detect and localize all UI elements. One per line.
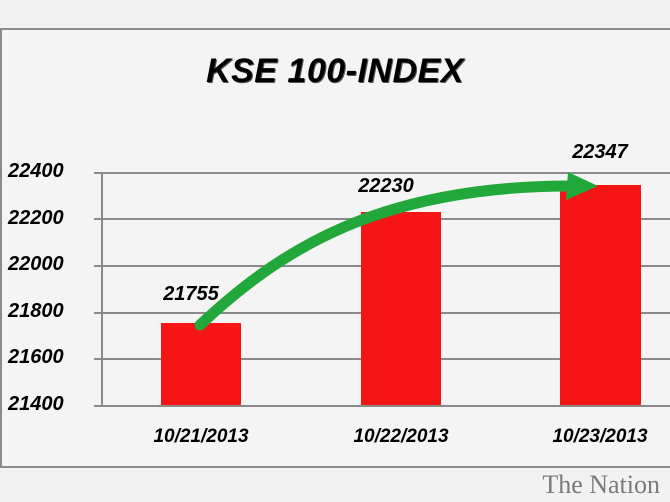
bar-10-23-2013 [560,185,641,405]
y-tick: 22000 [8,253,64,275]
watermark: The Nation [542,470,660,499]
y-axis-line [101,172,103,405]
gridline [94,172,670,174]
y-tick: 22400 [8,160,64,182]
data-label: 22347 [572,141,628,163]
y-tick: 21800 [8,300,64,322]
x-tick: 10/23/2013 [552,426,648,447]
x-tick: 10/21/2013 [153,426,249,447]
x-tick: 10/22/2013 [353,426,449,447]
bar-10-22-2013 [361,212,441,405]
y-tick: 22200 [8,207,64,229]
y-tick: 21400 [8,393,64,415]
data-label: 21755 [163,283,219,305]
bar-10-21-2013 [161,323,241,405]
x-axis-line [94,405,670,407]
chart-frame [0,28,670,468]
y-tick: 21600 [8,346,64,368]
chart-title: KSE 100-INDEX [206,52,464,90]
data-label: 22230 [358,175,414,197]
